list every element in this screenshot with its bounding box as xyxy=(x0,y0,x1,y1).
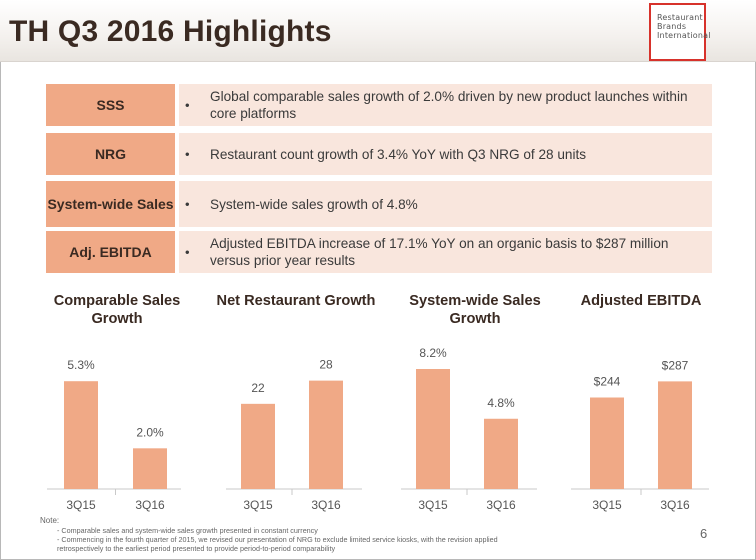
chart-title: Comparable Sales Growth xyxy=(53,293,181,327)
highlight-row-adj-ebitda: Adj. EBITDA • Adjusted EBITDA increase o… xyxy=(46,231,712,273)
highlight-text-box: • Restaurant count growth of 3.4% YoY wi… xyxy=(179,133,712,175)
highlight-row-sss: SSS • Global comparable sales growth of … xyxy=(46,84,712,126)
category-label: 3Q16 xyxy=(135,498,165,512)
highlight-row-nrg: NRG • Restaurant count growth of 3.4% Yo… xyxy=(46,133,712,175)
data-label: 28 xyxy=(319,358,333,372)
highlight-text-box: • System-wide sales growth of 4.8% xyxy=(179,181,712,227)
bullet: • xyxy=(185,244,190,260)
bar xyxy=(416,369,450,489)
logo-line: Restaurant xyxy=(657,13,703,22)
bar xyxy=(658,381,692,489)
chart-title: Net Restaurant Growth xyxy=(216,293,376,309)
data-label: $287 xyxy=(662,358,689,372)
chart-title: System-wide Sales Growth xyxy=(409,293,541,327)
note-line: retrospectively to the earliest period p… xyxy=(57,544,336,553)
rbi-logo: Restaurant Brands International xyxy=(649,3,711,61)
category-label: 3Q15 xyxy=(592,498,622,512)
data-label: 22 xyxy=(251,381,265,395)
highlight-label: System-wide Sales xyxy=(46,181,175,227)
highlight-label: NRG xyxy=(46,133,175,175)
category-label: 3Q15 xyxy=(418,498,448,512)
bar xyxy=(133,448,167,489)
category-label: 3Q16 xyxy=(486,498,516,512)
note-line: - Comparable sales and system-wide sales… xyxy=(57,526,318,535)
highlight-description: System-wide sales growth of 4.8% xyxy=(210,196,418,212)
bullet: • xyxy=(185,97,190,113)
bar xyxy=(64,381,98,489)
logo-line: International xyxy=(657,31,711,40)
bullet: • xyxy=(185,196,190,212)
category-label: 3Q16 xyxy=(660,498,690,512)
bar xyxy=(484,418,518,489)
highlight-row-system-wide-sales: System-wide Sales • System-wide sales gr… xyxy=(46,181,712,227)
note-label: Note: xyxy=(40,516,60,525)
page-title: TH Q3 2016 Highlights xyxy=(9,15,332,48)
data-label: $244 xyxy=(594,375,621,389)
data-label: 5.3% xyxy=(67,358,95,372)
category-label: 3Q16 xyxy=(311,498,341,512)
highlight-text-box: • Adjusted EBITDA increase of 17.1% YoY … xyxy=(179,231,712,273)
bar xyxy=(590,397,624,489)
data-label: 2.0% xyxy=(136,425,164,439)
highlight-label: Adj. EBITDA xyxy=(46,231,175,273)
title-band: TH Q3 2016 Highlights Restaurant Brands … xyxy=(0,0,756,62)
bullet: • xyxy=(185,146,190,162)
highlight-description: Global comparable sales growth of 2.0% d… xyxy=(210,89,688,121)
bar xyxy=(309,380,343,489)
highlight-text-box: • Global comparable sales growth of 2.0%… xyxy=(179,84,712,126)
chart-title: Adjusted EBITDA xyxy=(580,293,702,309)
note-line: - Commencing in the fourth quarter of 20… xyxy=(57,535,498,544)
page-number: 6 xyxy=(700,526,708,541)
bar xyxy=(241,403,275,489)
data-label: 4.8% xyxy=(487,396,515,410)
category-label: 3Q15 xyxy=(243,498,273,512)
highlight-label: SSS xyxy=(46,84,175,126)
highlight-description: Restaurant count growth of 3.4% YoY with… xyxy=(210,146,587,162)
category-label: 3Q15 xyxy=(66,498,96,512)
data-label: 8.2% xyxy=(419,346,447,360)
logo-line: Brands xyxy=(657,22,687,31)
highlight-description: Adjusted EBITDA increase of 17.1% YoY on… xyxy=(210,236,669,268)
